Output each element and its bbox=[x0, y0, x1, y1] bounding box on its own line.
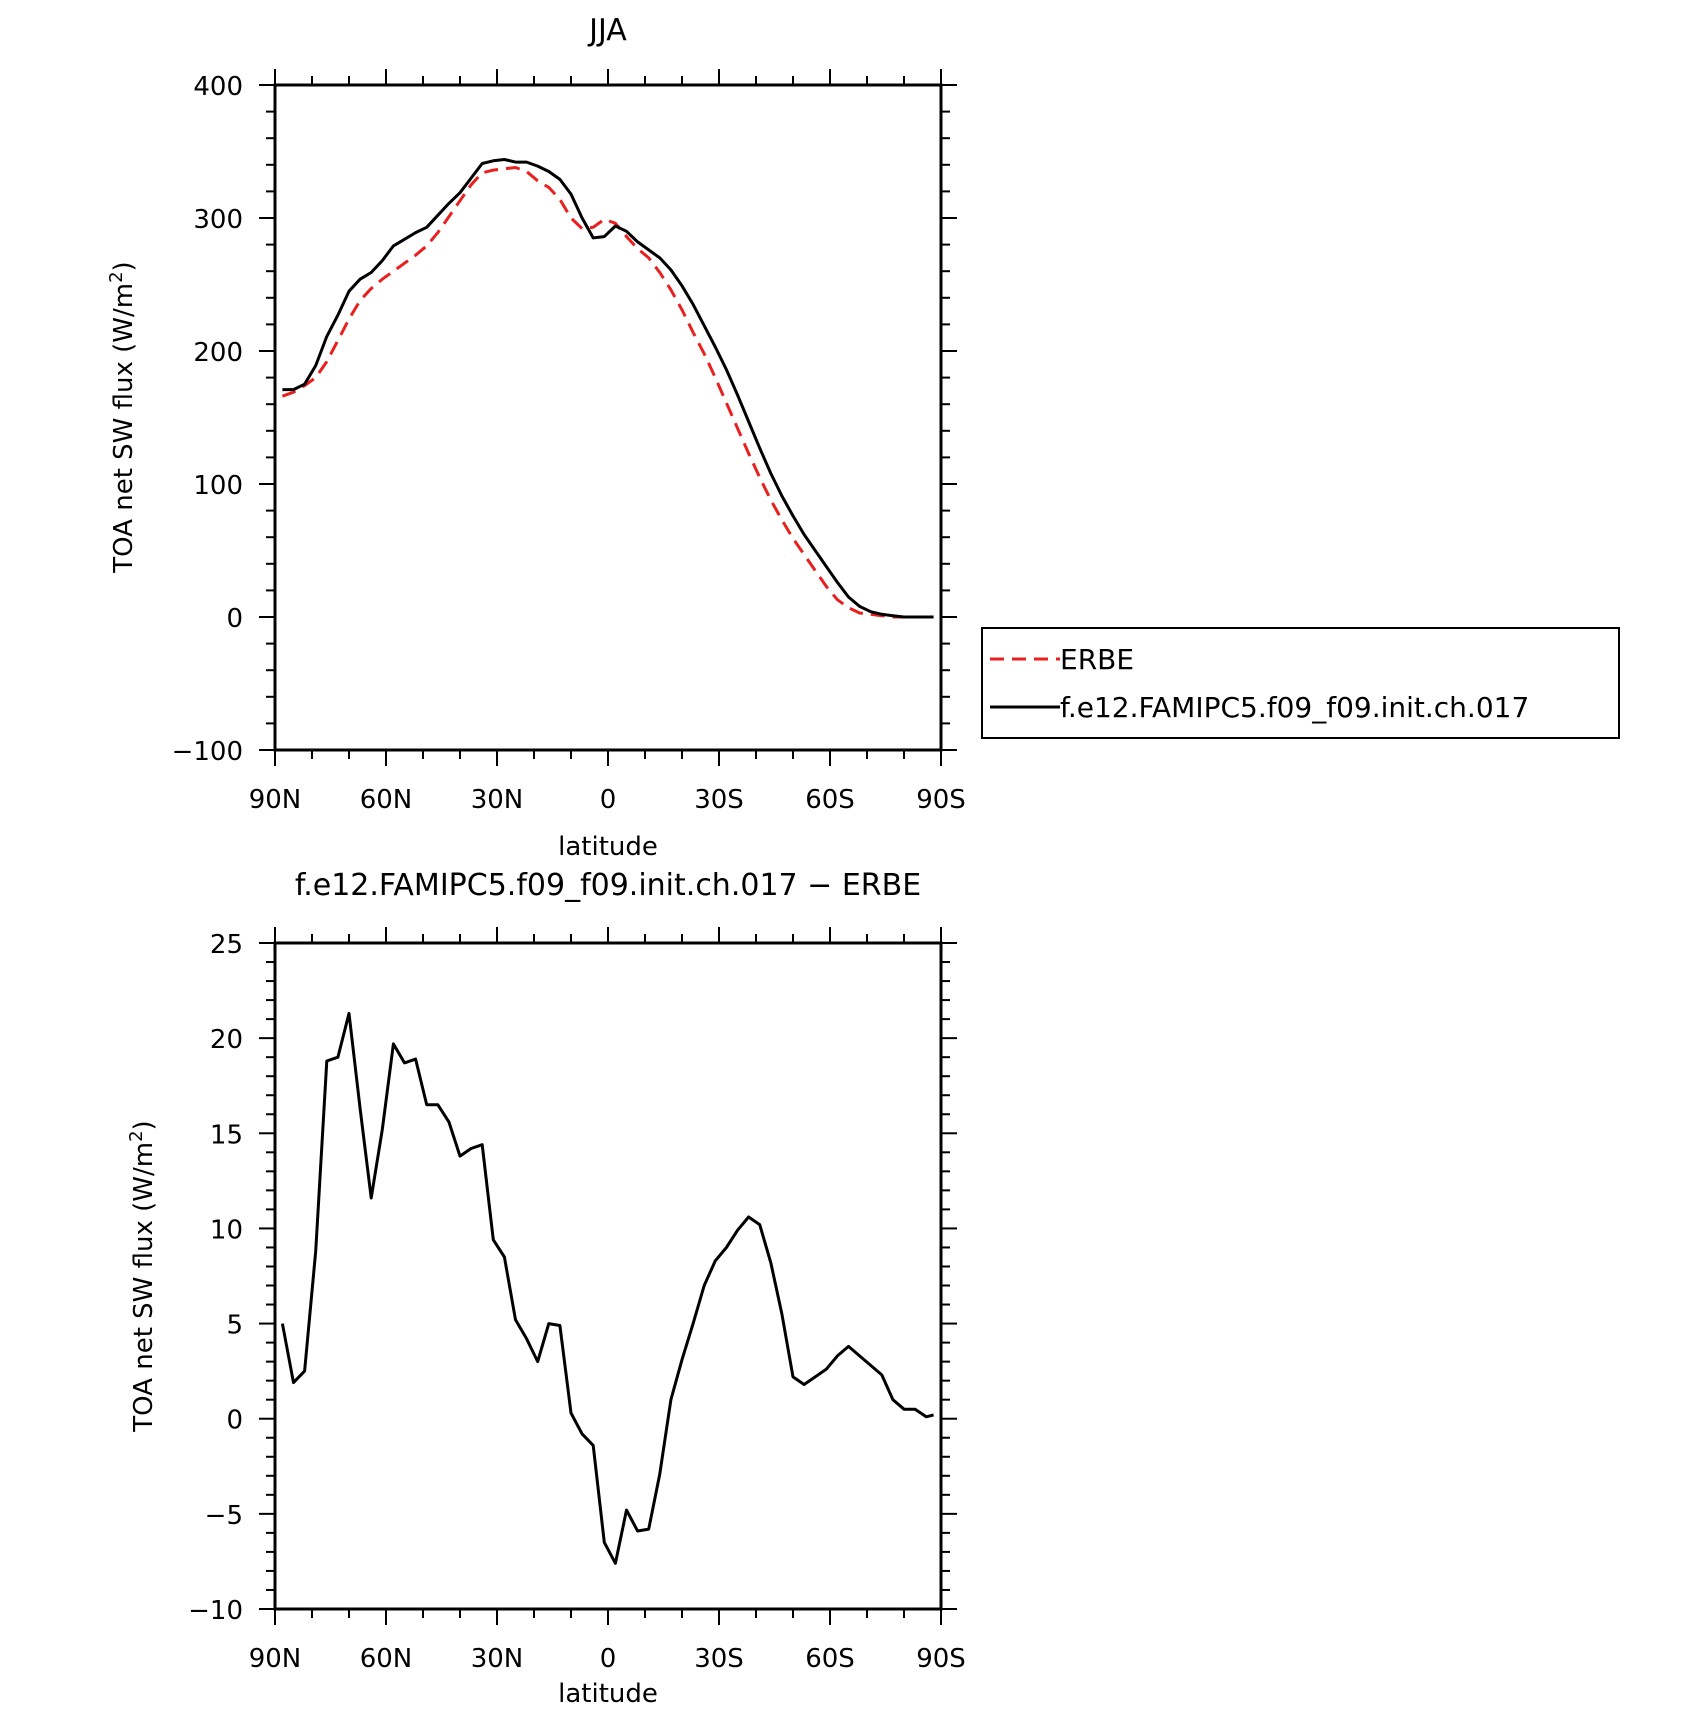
y-tick-label: 20 bbox=[210, 1025, 243, 1055]
x-tick-label: 90S bbox=[916, 785, 966, 815]
legend-label-erbe: ERBE bbox=[1060, 643, 1134, 676]
y-tick-label: 0 bbox=[226, 604, 243, 634]
x-tick-label: 60N bbox=[360, 1644, 413, 1674]
y-tick-label: 200 bbox=[193, 338, 243, 368]
x-tick-label: 60S bbox=[805, 785, 855, 815]
top-series-line-model bbox=[282, 158, 934, 619]
y-tick-label: 300 bbox=[193, 205, 243, 235]
top-ticks bbox=[259, 69, 957, 766]
y-tick-label: 15 bbox=[210, 1120, 243, 1150]
top-chart-title: JJA bbox=[587, 13, 627, 48]
x-tick-label: 30N bbox=[471, 1644, 524, 1674]
x-tick-label: 60S bbox=[805, 1644, 855, 1674]
bottom-x-tick-labels: 90N 60N 30N 0 30S 60S 90S bbox=[249, 1644, 966, 1674]
y-tick-label: 25 bbox=[210, 930, 243, 960]
bottom-plot-frame bbox=[273, 941, 943, 1611]
top-y-axis-label: TOA net SW flux (W/m2) bbox=[106, 261, 139, 573]
y-tick-label: 400 bbox=[193, 72, 243, 102]
y-tick-label: −100 bbox=[172, 737, 243, 767]
bottom-ticks bbox=[259, 927, 957, 1625]
top-panel: JJA 90N 60N 30N 0 30S 60S 90S −100 0 100 200 300 40… bbox=[106, 13, 966, 862]
y-tick-label: 100 bbox=[193, 471, 243, 501]
bottom-y-axis-label-close: ) bbox=[129, 1120, 159, 1130]
top-x-axis-label: latitude bbox=[558, 832, 658, 862]
y-tick-label: 10 bbox=[210, 1215, 243, 1245]
top-plot-frame bbox=[273, 83, 943, 752]
top-y-tick-labels: −100 0 100 200 300 400 bbox=[172, 72, 243, 767]
top-y-axis-label-close: ) bbox=[109, 261, 139, 271]
top-x-tick-labels: 90N 60N 30N 0 30S 60S 90S bbox=[249, 785, 966, 815]
y-tick-label: −10 bbox=[188, 1596, 243, 1626]
legend-label-model: f.e12.FAMIPC5.f09_f09.init.ch.017 bbox=[1060, 691, 1529, 724]
bottom-y-tick-labels: −10 −5 0 5 10 15 20 25 bbox=[188, 930, 243, 1626]
bottom-series-line-difference bbox=[280, 1011, 934, 1565]
y-tick-label: −5 bbox=[205, 1501, 243, 1531]
bottom-panel: f.e12.FAMIPC5.f09_f09.init.ch.017 − ERBE… bbox=[126, 868, 966, 1709]
bottom-y-axis-label: TOA net SW flux (W/m2) bbox=[126, 1120, 159, 1432]
x-tick-label: 30S bbox=[694, 785, 744, 815]
x-tick-label: 0 bbox=[600, 1644, 617, 1674]
x-tick-label: 90S bbox=[916, 1644, 966, 1674]
x-tick-label: 30S bbox=[694, 1644, 744, 1674]
x-tick-label: 0 bbox=[600, 785, 617, 815]
top-series bbox=[281, 158, 934, 619]
top-y-axis-label-exponent: 2 bbox=[106, 271, 127, 282]
top-series-line-erbe bbox=[281, 166, 934, 619]
legend: ERBE f.e12.FAMIPC5.f09_f09.init.ch.017 bbox=[981, 627, 1620, 739]
y-tick-label: 5 bbox=[226, 1311, 243, 1341]
y-tick-label: 0 bbox=[226, 1406, 243, 1436]
bottom-y-axis-label-main: TOA net SW flux (W/m bbox=[129, 1142, 159, 1433]
bottom-y-axis-label-exponent: 2 bbox=[126, 1130, 147, 1141]
legend-box bbox=[981, 627, 1620, 739]
bottom-series bbox=[280, 1011, 934, 1565]
x-tick-label: 90N bbox=[249, 1644, 302, 1674]
bottom-x-axis-label: latitude bbox=[558, 1679, 658, 1708]
top-y-axis-label-main: TOA net SW flux (W/m bbox=[109, 283, 139, 574]
bottom-chart-title: f.e12.FAMIPC5.f09_f09.init.ch.017 − ERBE bbox=[295, 868, 921, 903]
x-tick-label: 60N bbox=[360, 785, 413, 815]
x-tick-label: 90N bbox=[249, 785, 302, 815]
x-tick-label: 30N bbox=[471, 785, 524, 815]
